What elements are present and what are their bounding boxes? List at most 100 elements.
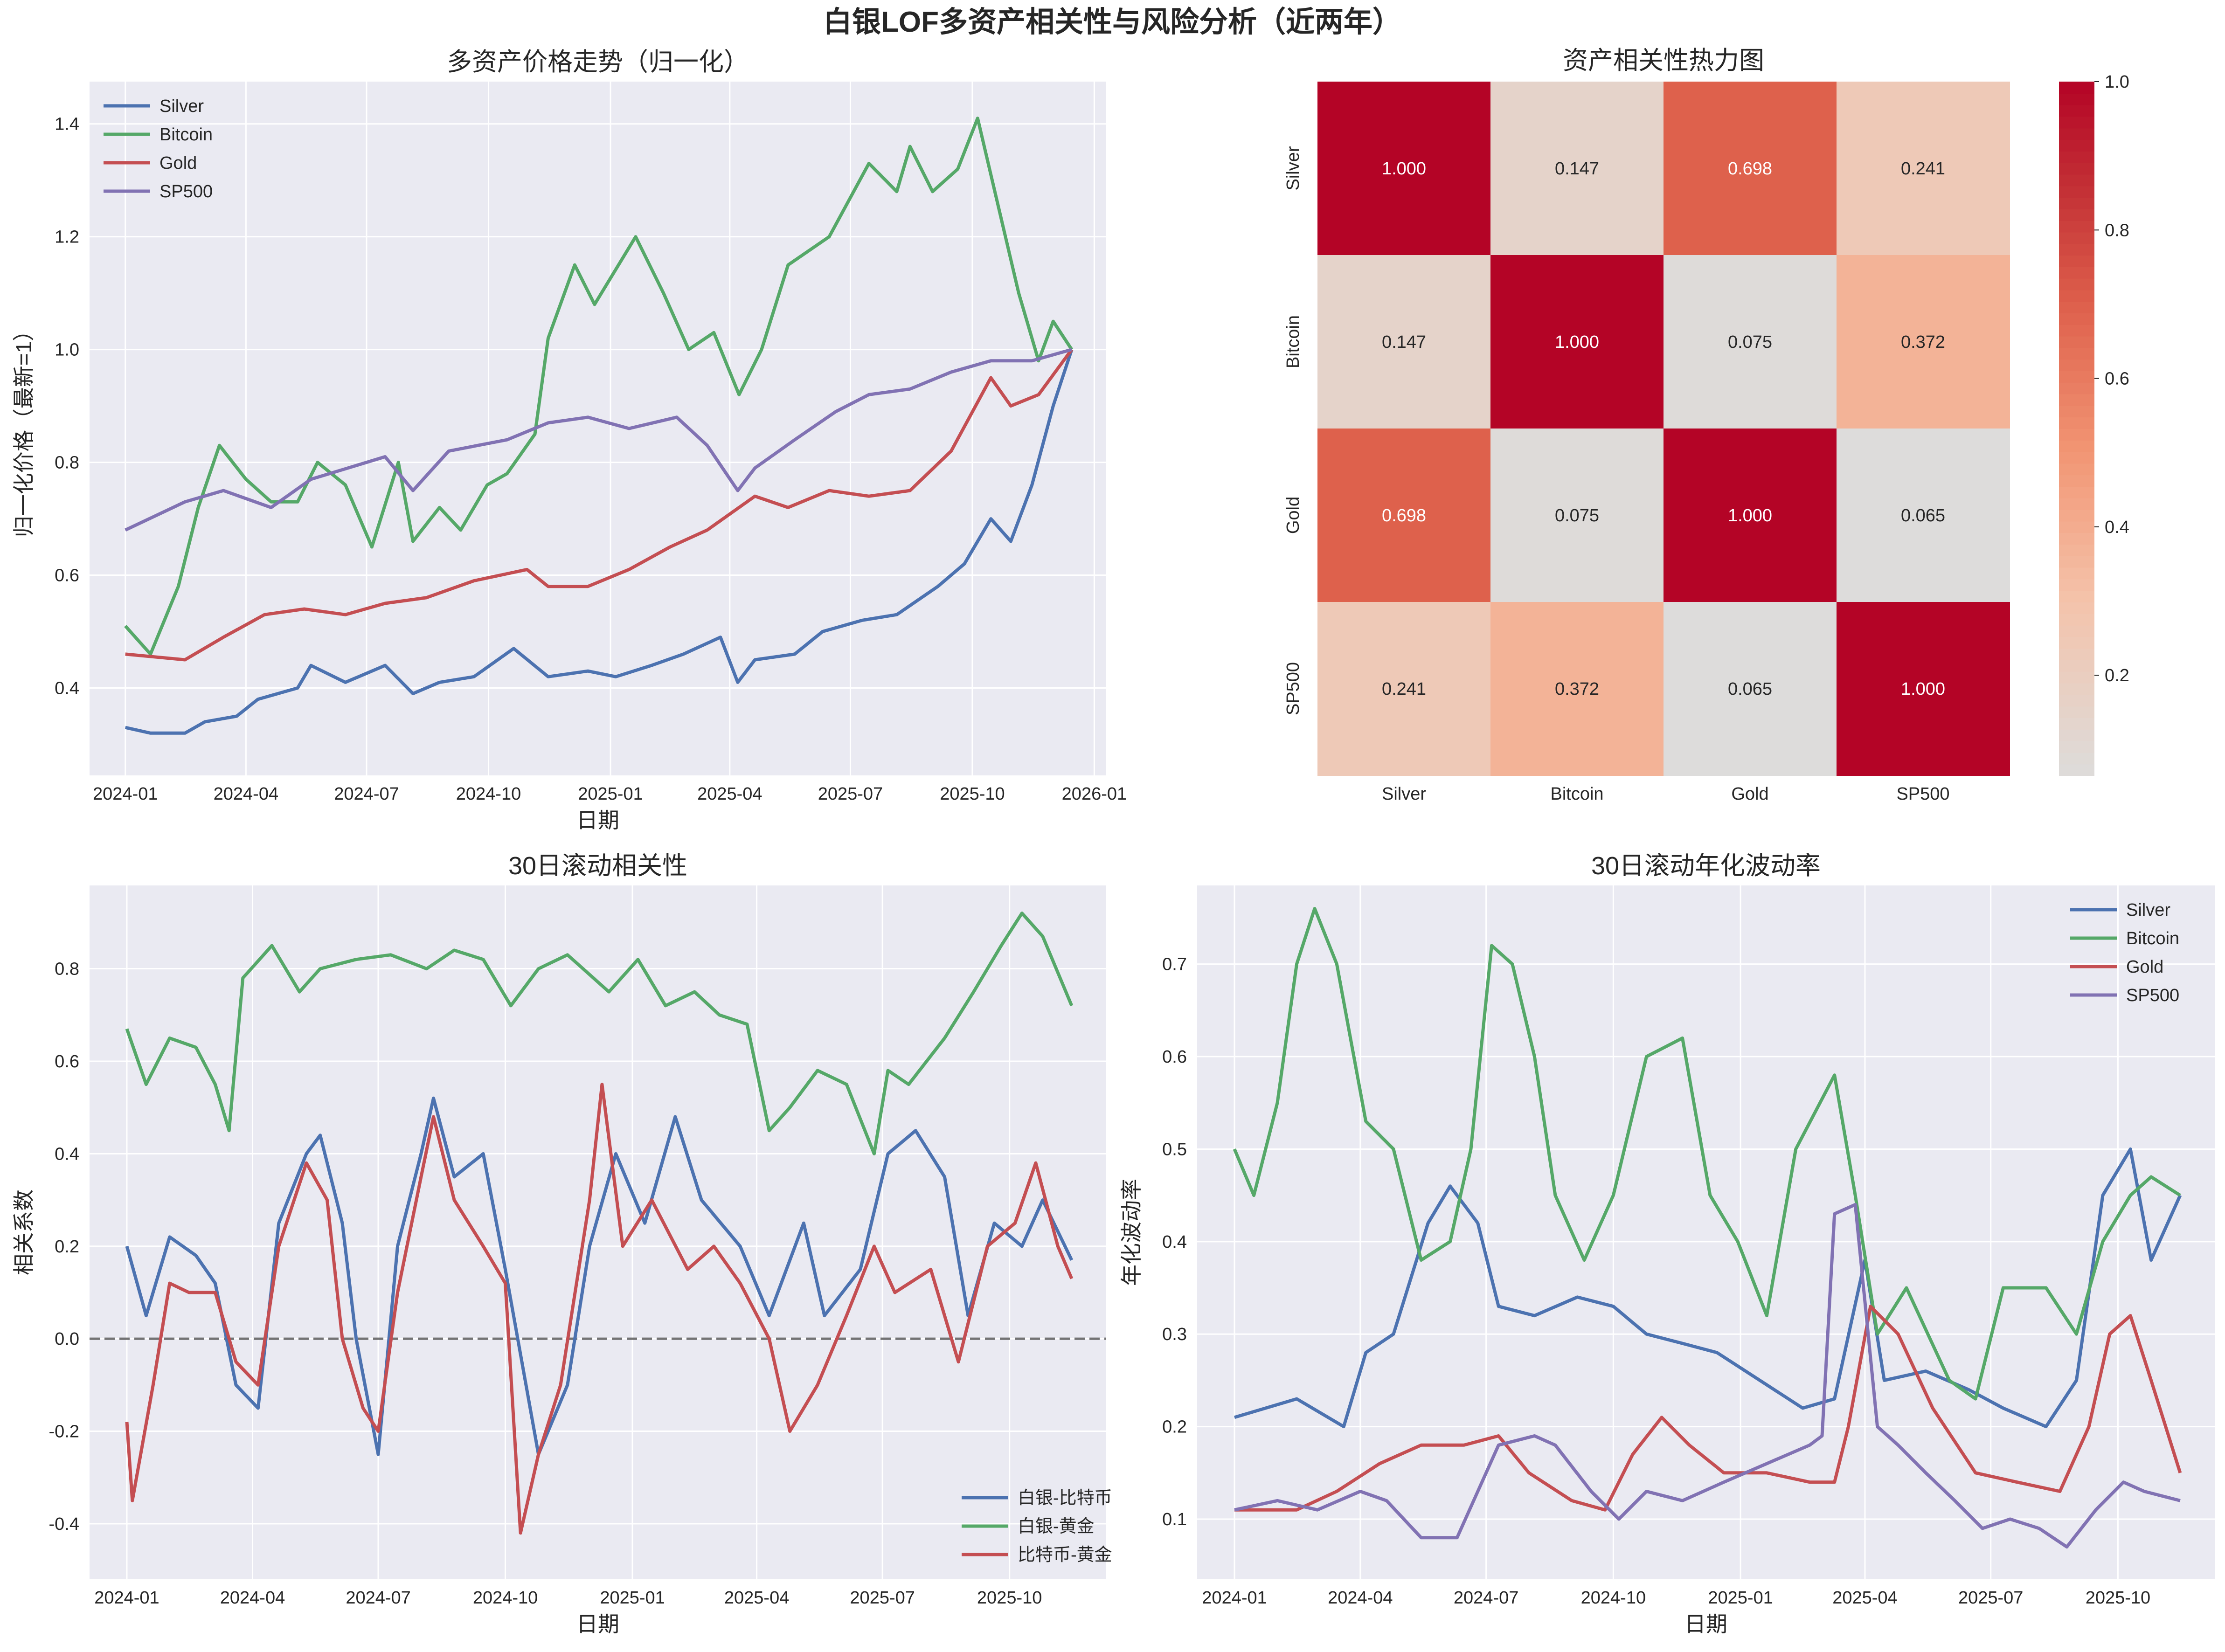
plot-area [90,885,1106,1579]
y-tick-label: 0.2 [1162,1417,1187,1437]
colorbar-segment [2059,324,2094,337]
legend-label: Bitcoin [159,125,213,145]
x-tick-label: 2024-07 [346,1588,410,1608]
colorbar-segment [2059,590,2094,602]
heatmap-cell [1317,429,1491,602]
x-tick-label: 2024-10 [1581,1588,1646,1608]
colorbar-segment [2059,255,2094,267]
colorbar-segment [2059,347,2094,360]
x-tick-label: 2024-01 [94,1588,159,1608]
legend-label: Gold [159,153,197,173]
heatmap-cell-label: 0.698 [1728,159,1772,179]
colorbar-segment [2059,405,2094,418]
colorbar-segment [2059,729,2094,741]
y-tick-label: 1.4 [55,115,79,134]
legend-label: 比特币-黄金 [1018,1545,1112,1565]
legend-label: Gold [2126,957,2163,977]
colorbar-segment [2059,718,2094,730]
colorbar-segment [2059,532,2094,545]
colorbar-segment [2059,740,2094,753]
x-axis-label: 日期 [576,808,619,832]
heatmap-cell [1317,255,1491,429]
heatmap-row-label: Silver [1283,146,1303,190]
colorbar-segment [2059,660,2094,672]
colorbar-segment [2059,683,2094,695]
y-tick-label: 0.4 [55,678,79,698]
y-tick-label: 0.5 [1162,1140,1187,1159]
heatmap-cell [1837,255,2010,429]
heatmap-cell-label: 1.000 [1382,159,1426,179]
chart-title: 30日滚动相关性 [508,852,687,880]
colorbar-segment [2059,232,2094,244]
x-tick-label: 2025-10 [940,784,1005,804]
heatmap-cell-label: 0.372 [1555,679,1599,699]
colorbar-segment [2059,116,2094,129]
legend-label: SP500 [159,182,213,201]
heatmap-cell-label: 0.075 [1728,332,1772,352]
heatmap-cell [1490,82,1664,256]
x-tick-label: 2024-01 [93,784,158,804]
x-tick-label: 2025-10 [2086,1588,2150,1608]
legend-label: Silver [2126,900,2170,920]
legend-label: 白银-比特币 [1018,1488,1112,1508]
heatmap-cell [1664,429,1837,602]
heatmap-col-label: Silver [1382,784,1426,804]
correlation-heatmap-chart: 1.000 0.147 0.698 0.241 Silver 0.147 1.000 0.07… [1283,47,2129,804]
legend-label: 白银-黄金 [1018,1517,1095,1536]
heatmap-cell [1664,602,1837,776]
y-tick-label: 0.7 [1162,955,1187,975]
heatmap-col-label: Gold [1731,784,1768,804]
y-tick-label: 0.1 [1162,1510,1187,1529]
x-axis-label: 日期 [1684,1612,1727,1636]
y-axis-label: 归一化价格（最新=1） [12,320,36,537]
heatmap-cell [1317,602,1491,776]
colorbar-segment [2059,104,2094,117]
series-line-比特币-黄金 [125,1083,1074,1535]
colorbar-segment [2059,174,2094,187]
colorbar-segment [2059,290,2094,302]
x-tick-label: 2025-04 [1832,1588,1897,1608]
heatmap-cell [1837,602,2010,776]
x-tick-label: 2025-10 [977,1588,1042,1608]
heatmap-cell-label: 0.075 [1555,506,1599,525]
heatmap-cell-label: 0.698 [1382,506,1426,525]
series-line-Silver [1234,1147,2182,1429]
heatmap-row-label: Gold [1283,497,1303,534]
x-tick-label: 2025-07 [850,1588,915,1608]
colorbar-segment [2059,694,2094,707]
chart-title: 多资产价格走势（归一化） [447,48,749,76]
heatmap-cell-label: 1.000 [1901,679,1945,699]
colorbar-segment [2059,671,2094,684]
x-tick-label: 2024-04 [220,1588,285,1608]
colorbar-segment [2059,151,2094,163]
x-tick-label: 2025-01 [600,1588,665,1608]
colorbar-segment [2059,336,2094,348]
colorbar-segment [2059,451,2094,464]
colorbar-segment [2059,93,2094,105]
rolling-volatility-chart: 2024-01 2024-04 2024-07 2024-10 2025-01 2025-… [1119,852,2215,1636]
series-line-Gold [1234,1305,2182,1512]
colorbar-segment [2059,359,2094,371]
y-tick-label: 0.4 [1162,1232,1187,1252]
x-tick-label: 2024-04 [214,784,278,804]
x-tick-label: 2025-01 [578,784,643,804]
colorbar-segment [2059,162,2094,175]
plot-area [1197,885,2215,1579]
heatmap-cell-label: 0.372 [1901,332,1945,352]
colorbar-segment [2059,509,2094,522]
colorbar-segment [2059,186,2094,198]
colorbar-segment [2059,220,2094,233]
normalized-price-chart: 2024-01 2024-04 2024-07 2024-10 2025-01 2025-… [12,48,1127,832]
y-tick-label: 0.8 [55,960,79,979]
heatmap-cell-label: 0.241 [1382,679,1426,699]
series-line-Silver [125,349,1074,735]
heatmap-cell-label: 0.147 [1555,159,1599,179]
figure-suptitle: 白银LOF多资产相关性与风险分析（近两年） [823,6,1401,38]
colorbar-segment [2059,463,2094,476]
heatmap-cell [1837,429,2010,602]
y-axis-label: 年化波动率 [1119,1179,1144,1286]
plot-area [90,82,1106,775]
colorbar-segment [2059,764,2094,776]
y-tick-label: -0.2 [49,1422,79,1442]
